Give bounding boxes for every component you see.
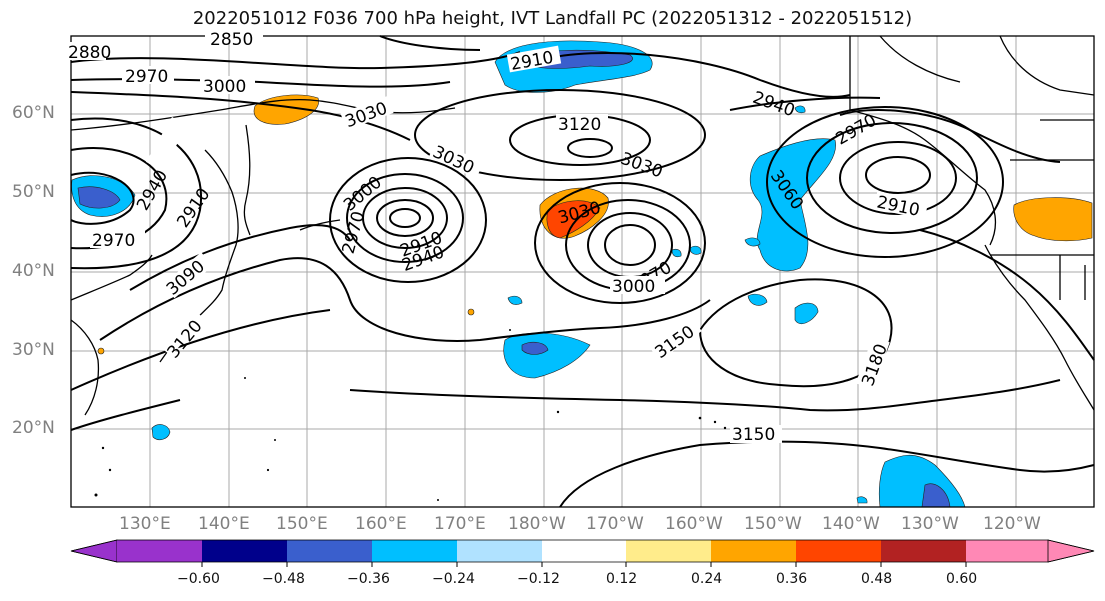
lon-label: 130°E [119,514,171,534]
lon-label: 120°W [983,514,1041,534]
colorbar-extend-min [70,539,118,563]
colorbar-tick-label: −0.36 [347,571,390,587]
colorbar-tick-label: 0.12 [606,571,638,587]
lat-label-30n: 30°N [12,340,55,360]
lon-label: 170°W [586,514,644,534]
colorbar-tick-label: 0.36 [776,571,808,587]
colorbar-tick-label: −0.12 [517,571,560,587]
lon-label: 170°E [434,514,486,534]
contour-label: 2970 [125,67,168,87]
colorbar [70,539,1095,567]
colorbar-tick-label: −0.60 [177,571,220,587]
contour-label: 3000 [612,277,655,297]
colorbar-tick-label: 0.24 [691,571,723,587]
colorbar-extend-max [1047,539,1095,563]
contour-label: 3120 [558,115,601,135]
lat-label-60n: 60°N [12,103,55,123]
contour-label: 2880 [68,43,111,63]
lon-label: 160°E [355,514,407,534]
lon-label: 140°E [198,514,250,534]
lat-label-20n: 20°N [12,418,55,438]
lat-label-40n: 40°N [12,261,55,281]
colorbar-tick-label: 0.60 [946,571,978,587]
contour-label: 2850 [210,30,253,50]
islands [94,329,727,501]
colorbar-tick-label: −0.24 [432,571,475,587]
lon-label: 180°W [508,514,566,534]
lon-label: 160°W [665,514,723,534]
colorbar-tick-label: 0.48 [861,571,893,587]
map-frame [70,35,1095,508]
contour-label: 2970 [92,231,135,251]
lon-label: 150°E [276,514,328,534]
lon-label: 150°W [744,514,802,534]
contour-label: 3000 [203,77,246,97]
colorbar-tick-label: −0.48 [262,571,305,587]
contour-label: 3150 [732,425,775,445]
lon-label: 140°W [822,514,880,534]
lon-label: 130°W [901,514,959,534]
map-title: 2022051012 F036 700 hPa height, IVT Land… [192,8,913,29]
lat-label-50n: 50°N [12,182,55,202]
